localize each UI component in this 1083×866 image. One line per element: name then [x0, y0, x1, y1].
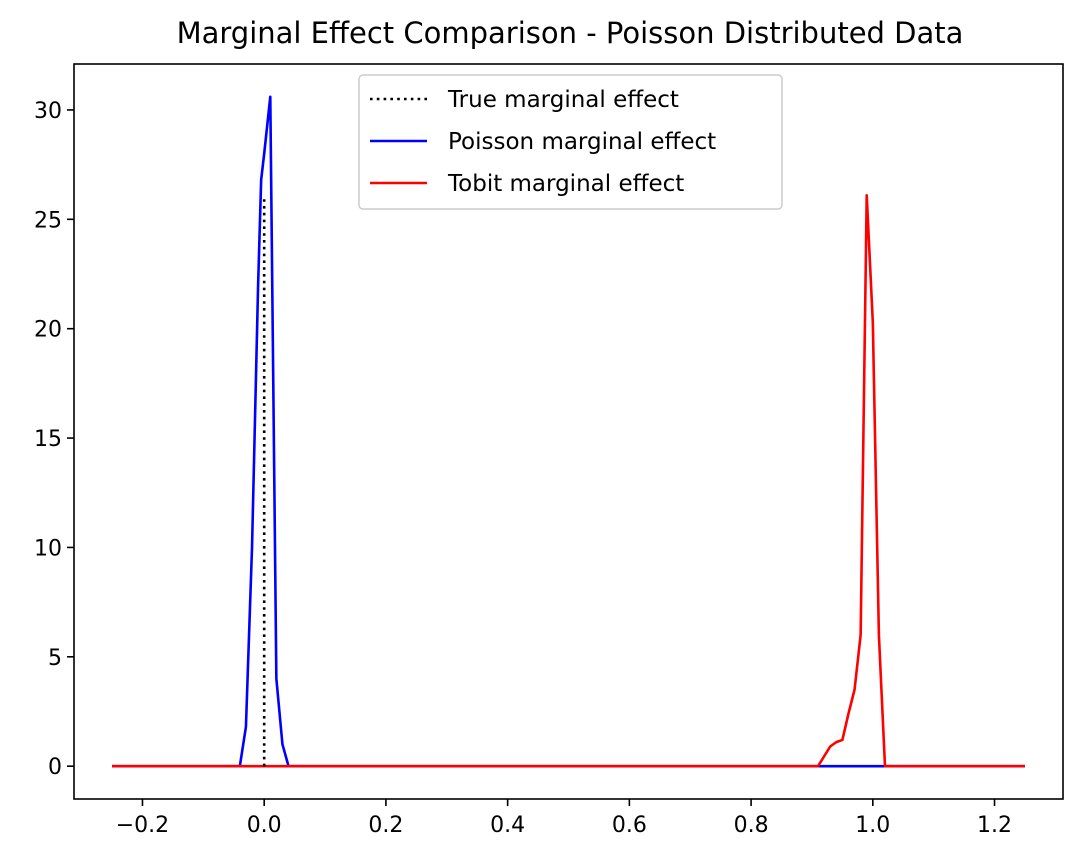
y-tick-label: 10: [34, 536, 62, 561]
axes-frame: [73, 63, 1064, 800]
y-tick-label: 15: [34, 427, 62, 452]
y-tick-label: 30: [34, 99, 62, 124]
plot-area: [112, 95, 1025, 768]
y-tick-label: 5: [48, 646, 62, 671]
x-tick-label: 0.6: [612, 813, 647, 838]
x-tick-label: −0.2: [116, 813, 169, 838]
x-tick-label: 0.0: [247, 813, 282, 838]
series-line-2: [112, 193, 1025, 768]
legend-label-0: True marginal effect: [447, 87, 679, 113]
legend-label-2: Tobit marginal effect: [447, 171, 684, 197]
legend-box: [358, 74, 783, 210]
x-tick-label: 0.4: [490, 813, 525, 838]
series-line-1: [112, 95, 1025, 768]
chart-title: Marginal Effect Comparison - Poisson Dis…: [177, 16, 964, 50]
y-tick-label: 0: [48, 755, 62, 780]
x-tick-label: 1.2: [977, 813, 1012, 838]
y-axis: 0 5 10 15 20 25 30: [34, 99, 74, 780]
x-tick-label: 0.2: [368, 813, 403, 838]
x-tick-label: 0.8: [734, 813, 769, 838]
y-tick-label: 20: [34, 318, 62, 343]
x-axis: −0.2 0.0 0.2 0.4 0.6 0.8 1.0 1.2: [116, 799, 1012, 838]
legend: True marginal effect Poisson marginal eff…: [358, 74, 783, 210]
y-tick-label: 25: [34, 208, 62, 233]
x-tick-label: 1.0: [855, 813, 890, 838]
legend-label-1: Poisson marginal effect: [448, 129, 716, 155]
